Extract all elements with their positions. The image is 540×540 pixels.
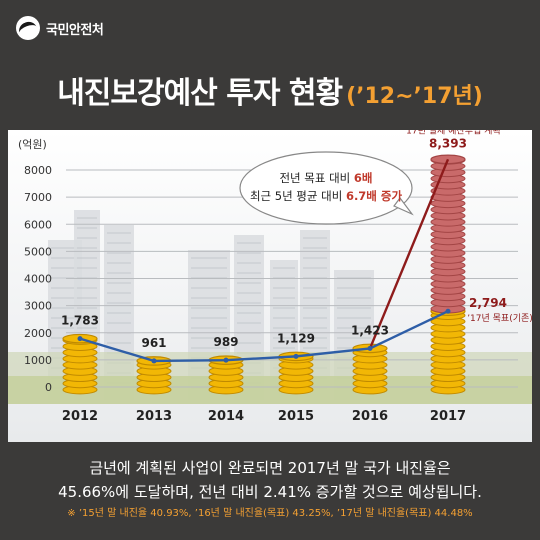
series-lines xyxy=(77,158,451,364)
y-tick-label: 1000 xyxy=(24,354,52,367)
coin-stack xyxy=(278,351,314,395)
data-point xyxy=(151,358,157,364)
callout-tail xyxy=(393,197,414,216)
y-tick-label: 6000 xyxy=(24,218,52,231)
y-tick-label: 7000 xyxy=(24,191,52,204)
x-axis: 2012 2013 2014 2015 2016 2017 xyxy=(62,409,466,424)
y-tick-label: 0 xyxy=(45,381,52,394)
data-label: 961 xyxy=(141,336,166,350)
coin-stack xyxy=(352,343,388,395)
title-sub: (’12~’17년) xyxy=(346,84,483,109)
y-axis: (억원) 0 1000 2000 3000 4000 5000 6000 7000 8000 xyxy=(18,138,52,394)
x-tick-label: 2014 xyxy=(208,409,244,424)
x-tick-label: 2017 xyxy=(430,409,466,424)
chart: (억원) 0 1000 2000 3000 4000 5000 6000 7000 8000 1… xyxy=(8,130,532,442)
y-tick-label: 2000 xyxy=(24,327,52,340)
coin-stack xyxy=(430,306,466,395)
data-point xyxy=(223,357,229,363)
data-point xyxy=(293,353,299,359)
coin-stack xyxy=(208,355,244,395)
title-main: 내진보강예산 투자 현황 xyxy=(57,76,343,111)
footer-line-2: 45.66%에 도달하며, 전년 대비 2.41% 증가할 것으로 예상됩니다. xyxy=(58,483,482,501)
data-point xyxy=(367,345,373,351)
callout-bubble xyxy=(239,151,413,225)
coin-stack xyxy=(136,356,172,395)
callout: 전년 목표 대비 6배 최근 5년 평균 대비 6.7배 증가 xyxy=(239,151,414,225)
brand: 국민안전처 xyxy=(16,16,104,40)
target-line xyxy=(79,310,449,363)
actual-2017-value: 8,393 xyxy=(429,136,467,150)
y-tick-label: 5000 xyxy=(24,245,52,258)
data-label: 1,423 xyxy=(351,323,389,337)
data-point xyxy=(77,336,83,342)
x-tick-label: 2016 xyxy=(352,409,388,424)
brand-name: 국민안전처 xyxy=(46,22,104,38)
data-label: 1,129 xyxy=(277,331,315,345)
coin-stacks xyxy=(62,154,466,395)
coin-stack-red xyxy=(430,154,466,314)
data-point xyxy=(445,308,451,314)
y-tick-label: 8000 xyxy=(24,164,52,177)
target-2017-value: 2,794 xyxy=(469,296,507,310)
target-2017-label: ’17년 목표(기존) xyxy=(467,313,532,324)
chart-panel: (억원) 0 1000 2000 3000 4000 5000 6000 7000 8000 1… xyxy=(8,130,532,442)
y-tick-label: 3000 xyxy=(24,300,52,313)
actual-2017-label: ’17년 실제 예산투입 계획 xyxy=(403,130,500,136)
x-tick-label: 2013 xyxy=(136,409,172,424)
footer-note: ※ ’15년 말 내진율 40.93%, ’16년 말 내진율(목표) 43.2… xyxy=(67,508,473,519)
x-tick-label: 2012 xyxy=(62,409,98,424)
callout-line-1: 전년 목표 대비 6배 xyxy=(279,171,372,185)
data-label: 989 xyxy=(213,335,238,349)
page-title: 내진보강예산 투자 현황 (’12~’17년) xyxy=(0,68,540,112)
actual-line xyxy=(368,158,450,349)
x-tick-label: 2015 xyxy=(278,409,314,424)
taegeuk-emblem-icon xyxy=(16,16,40,40)
data-label: 1,783 xyxy=(61,314,99,328)
footer-line-1: 금년에 계획된 사업이 완료되면 2017년 말 국가 내진율은 xyxy=(89,459,451,477)
y-tick-label: 4000 xyxy=(24,273,52,286)
y-axis-label: (억원) xyxy=(18,138,47,151)
data-labels: 1,783 961 989 1,129 1,423 2,794 ’17년 목표(기존) 8,3… xyxy=(61,130,532,350)
callout-line-2: 최근 5년 평균 대비 6.7배 증가 xyxy=(250,189,403,203)
